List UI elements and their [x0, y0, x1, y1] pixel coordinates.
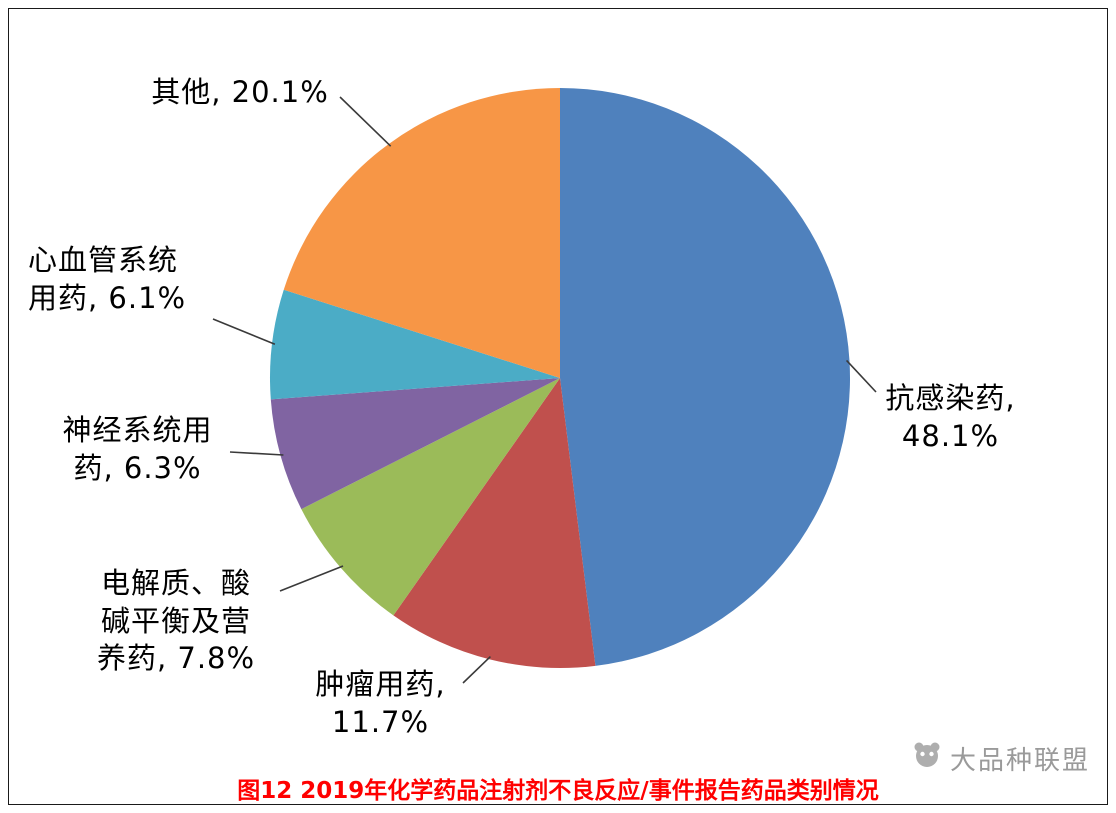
slice-label-tumor: 肿瘤用药, 11.7% [315, 667, 446, 739]
chart-caption: 图12 2019年化学药品注射剂不良反应/事件报告药品类别情况 [237, 778, 879, 804]
pie-slice-anti-infective [560, 87, 851, 666]
leader-lines [212, 96, 877, 684]
slice-label-cardiovascular: 心血管系统 用药, 6.1% [28, 243, 187, 315]
pie-slice-nervous-system [270, 378, 560, 510]
pie-slice-cardiovascular [270, 289, 560, 400]
pie-slices [270, 87, 851, 669]
pie-slice-tumor [393, 378, 596, 669]
pie-slice-other [283, 88, 560, 378]
leader-line-cardiovascular [212, 318, 276, 346]
slice-label-nervous-system: 神经系统用 药, 6.3% [62, 413, 213, 485]
slice-label-other: 其他, 20.1% [151, 75, 329, 109]
pie-slice-electrolyte-nutrition [301, 378, 560, 616]
slice-label-electrolyte-nutrition: 电解质、酸 碱平衡及营 养药, 7.8% [96, 566, 256, 676]
leader-line-nervous-system [229, 451, 284, 456]
leader-line-electrolyte-nutrition [279, 565, 344, 592]
watermark: 大品种联盟 [910, 740, 1090, 777]
leader-line-other [339, 96, 392, 147]
slice-label-anti-infective: 抗感染药, 48.1% [885, 381, 1016, 453]
leader-line-anti-infective [845, 359, 877, 393]
watermark-logo-icon [910, 740, 944, 777]
watermark-label: 大品种联盟 [949, 746, 1090, 776]
leader-line-tumor [462, 655, 491, 684]
